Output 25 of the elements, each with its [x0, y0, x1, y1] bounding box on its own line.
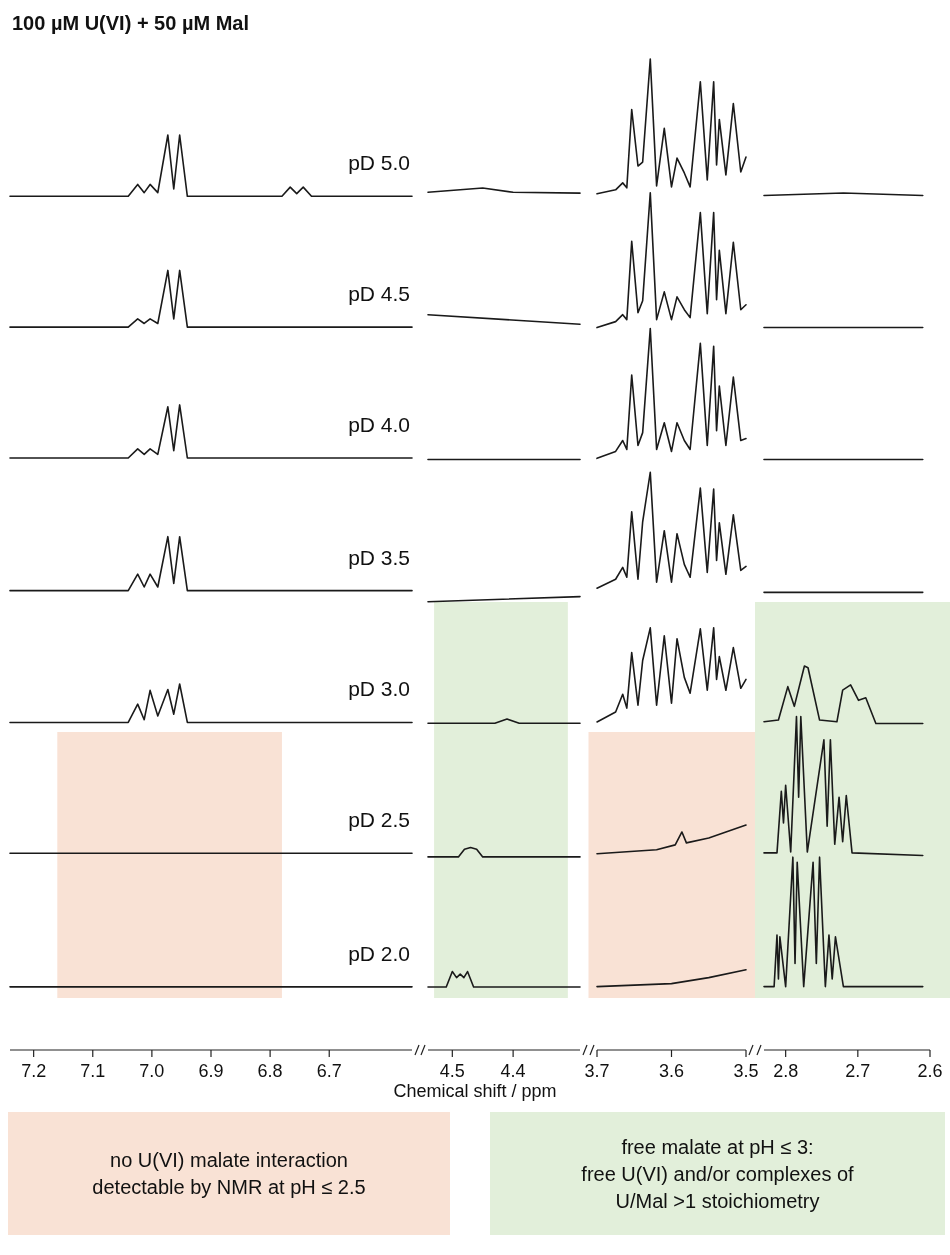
series-label: pD 3.0	[348, 677, 410, 701]
x-tick-label: 6.8	[257, 1061, 283, 1081]
x-tick-label: 3.7	[584, 1061, 610, 1081]
series-label: pD 4.0	[348, 412, 410, 436]
text: no U(VI) malate interaction detectable by NMR at pH ≤ 2.5	[92, 1149, 366, 1198]
x-tick-label: 3.5	[733, 1061, 759, 1081]
series-label: pD 3.5	[348, 545, 410, 569]
x-tick-label: 2.8	[773, 1061, 799, 1081]
series-label: pD 2.5	[348, 808, 410, 832]
x-tick-label: 4.4	[500, 1061, 526, 1081]
series-label: pD 2.0	[348, 941, 410, 965]
series-label: pD 4.5	[348, 282, 410, 306]
x-tick-label: 6.7	[316, 1061, 342, 1081]
x-tick-label: 7.0	[139, 1061, 165, 1081]
text: free malate at pH ≤ 3: free U(VI) and/or complexes of U/Mal >1 stoichiometry	[581, 1135, 855, 1212]
x-tick-label: 2.7	[845, 1061, 871, 1081]
x-tick-label: 3.6	[658, 1061, 685, 1081]
x-tick-label: 4.5	[439, 1061, 465, 1081]
x-tick-label: 7.2	[21, 1061, 47, 1081]
x-tick-label: 2.6	[917, 1061, 943, 1081]
x-axis-title: Chemical shift / ppm	[393, 1081, 557, 1101]
series-label: pD 5.0	[348, 151, 410, 175]
chart-title: 100 µM U(VI) + 50 µM Mal	[12, 12, 250, 34]
x-tick-label: 7.1	[80, 1061, 106, 1081]
x-tick-label: 6.9	[198, 1061, 224, 1081]
